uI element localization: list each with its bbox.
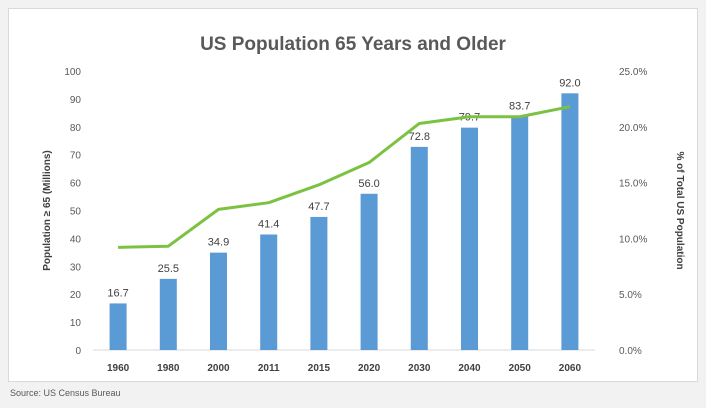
chart-title: US Population 65 Years and Older <box>200 34 506 55</box>
left-tick-label: 0 <box>75 346 81 357</box>
right-tick-label: 25.0% <box>619 67 647 78</box>
bar <box>561 93 579 350</box>
x-tick-label: 2000 <box>207 363 230 374</box>
x-axis-ticks: 1960 1980 2000 2011 2015 2020 2030 2040 2050 2060 <box>107 363 581 374</box>
bar <box>511 116 529 351</box>
left-tick-label: 100 <box>64 67 81 78</box>
source-note: Source: US Census Bureau <box>10 388 121 398</box>
percent-line-series <box>118 105 571 249</box>
left-tick-label: 60 <box>70 179 82 190</box>
chart-frame: US Population 65 Years and Older 0 10 20 30… <box>8 8 698 382</box>
right-axis-ticks: 0.0% 5.0% 10.0% 15.0% 20.0% 25.0% <box>619 67 647 357</box>
left-tick-label: 80 <box>70 123 82 134</box>
bar <box>410 146 428 350</box>
bar-data-label: 92.0 <box>559 77 580 89</box>
left-tick-label: 30 <box>70 262 82 273</box>
x-tick-label: 1980 <box>157 363 180 374</box>
x-tick-label: 2020 <box>358 363 381 374</box>
bar <box>461 127 478 351</box>
bar-data-label: 34.9 <box>208 237 229 249</box>
left-tick-label: 40 <box>70 234 82 245</box>
bar <box>310 216 328 350</box>
x-tick-label: 1960 <box>107 363 130 374</box>
right-tick-label: 10.0% <box>619 234 647 245</box>
left-tick-label: 20 <box>70 290 82 301</box>
bar-data-label: 56.0 <box>358 178 379 190</box>
right-tick-label: 0.0% <box>619 346 642 357</box>
bar <box>260 234 278 350</box>
bar-data-label: 41.4 <box>258 218 279 230</box>
x-tick-label: 2060 <box>559 363 582 374</box>
x-tick-label: 2015 <box>308 363 331 374</box>
x-tick-label: 2030 <box>408 363 431 374</box>
x-tick-label: 2050 <box>509 363 532 374</box>
left-tick-label: 90 <box>70 95 82 106</box>
bar <box>210 252 227 350</box>
bar-data-label: 25.5 <box>158 263 179 275</box>
right-tick-label: 5.0% <box>619 290 642 301</box>
left-tick-label: 70 <box>70 151 82 162</box>
bar-data-labels: 16.725.534.941.447.756.072.879.783.792.0 <box>107 77 580 299</box>
bar-data-label: 16.7 <box>107 287 128 299</box>
right-axis-title: % of Total US Population <box>674 151 685 269</box>
right-tick-label: 15.0% <box>619 179 647 190</box>
bar-series <box>109 93 579 351</box>
x-tick-label: 2011 <box>258 363 280 374</box>
left-tick-label: 10 <box>70 318 82 329</box>
bar <box>159 278 177 350</box>
left-axis-title: Population ≥ 65 (Millions) <box>42 150 53 271</box>
bar <box>360 193 378 350</box>
bar-data-label: 47.7 <box>308 201 329 213</box>
left-tick-label: 50 <box>70 207 82 218</box>
bar-data-label: 72.8 <box>409 131 430 143</box>
left-axis-ticks: 0 10 20 30 40 50 60 70 80 90 100 <box>64 67 81 357</box>
bar <box>109 303 127 350</box>
right-tick-label: 20.0% <box>619 123 647 134</box>
bar-data-label: 83.7 <box>509 100 530 112</box>
chart: US Population 65 Years and Older 0102030… <box>42 34 685 374</box>
x-tick-label: 2040 <box>458 363 481 374</box>
